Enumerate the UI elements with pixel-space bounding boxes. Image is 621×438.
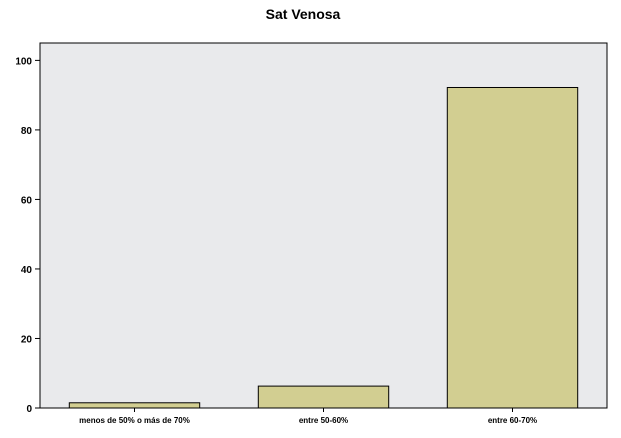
x-category-label: entre 50-60% <box>299 416 348 425</box>
y-tick-label: 20 <box>21 334 33 345</box>
y-tick-label: 0 <box>26 404 32 415</box>
bars-group <box>68 86 579 409</box>
x-axis: menos de 50% o más de 70% entre 50-60% ent… <box>79 408 537 425</box>
bar <box>446 86 579 409</box>
chart-title: Sat Venosa <box>266 6 341 22</box>
x-category-label: menos de 50% o más de 70% <box>79 416 190 425</box>
y-tick-label: 60 <box>21 195 33 206</box>
y-tick-label: 100 <box>15 56 32 67</box>
y-axis: 0 20 40 60 80 100 <box>15 56 40 415</box>
y-tick-label: 40 <box>21 265 33 276</box>
bar <box>257 385 390 409</box>
y-tick-label: 80 <box>21 126 33 137</box>
x-category-label: entre 60-70% <box>488 416 537 425</box>
bar <box>68 402 201 409</box>
